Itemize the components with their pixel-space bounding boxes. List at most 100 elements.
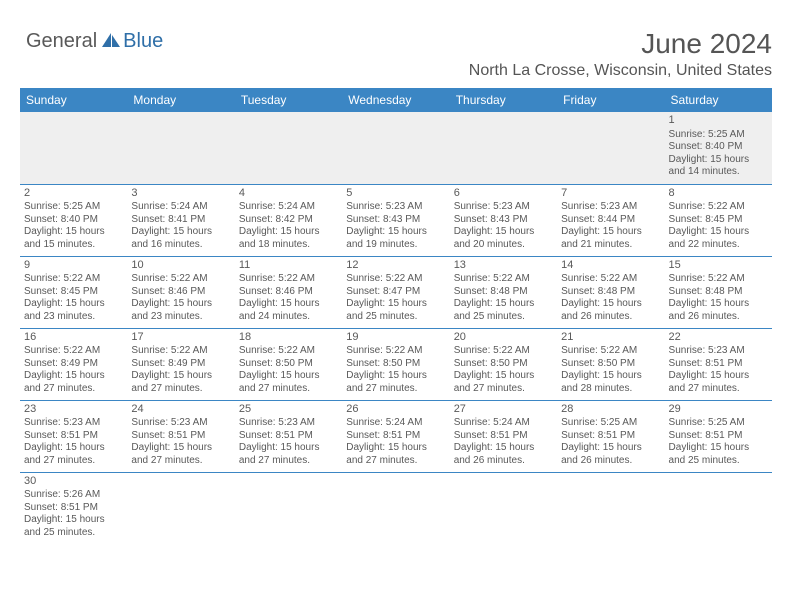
sunset-text: Sunset: 8:44 PM — [561, 214, 660, 227]
sunrise-text: Sunrise: 5:22 AM — [669, 201, 768, 214]
calendar-day-cell: 1Sunrise: 5:25 AMSunset: 8:40 PMDaylight… — [665, 112, 772, 184]
day-number: 2 — [24, 187, 123, 201]
calendar-day-cell — [127, 472, 234, 544]
daylight-text: Daylight: 15 hours and 27 minutes. — [24, 370, 123, 395]
calendar-day-cell: 26Sunrise: 5:24 AMSunset: 8:51 PMDayligh… — [342, 400, 449, 472]
calendar-week-row: 9Sunrise: 5:22 AMSunset: 8:45 PMDaylight… — [20, 256, 772, 328]
sunrise-text: Sunrise: 5:23 AM — [346, 201, 445, 214]
calendar-day-cell — [127, 112, 234, 184]
daylight-text: Daylight: 15 hours and 23 minutes. — [24, 298, 123, 323]
daylight-text: Daylight: 15 hours and 27 minutes. — [131, 370, 230, 395]
calendar-day-cell: 8Sunrise: 5:22 AMSunset: 8:45 PMDaylight… — [665, 184, 772, 256]
calendar-day-cell: 3Sunrise: 5:24 AMSunset: 8:41 PMDaylight… — [127, 184, 234, 256]
calendar-day-cell: 23Sunrise: 5:23 AMSunset: 8:51 PMDayligh… — [20, 400, 127, 472]
logo-sail-icon — [101, 32, 121, 48]
sunrise-text: Sunrise: 5:22 AM — [346, 345, 445, 358]
daylight-text: Daylight: 15 hours and 25 minutes. — [454, 298, 553, 323]
day-number: 7 — [561, 187, 660, 201]
sunset-text: Sunset: 8:51 PM — [669, 358, 768, 371]
calendar-day-cell: 7Sunrise: 5:23 AMSunset: 8:44 PMDaylight… — [557, 184, 664, 256]
sunset-text: Sunset: 8:45 PM — [24, 286, 123, 299]
sunset-text: Sunset: 8:43 PM — [454, 214, 553, 227]
calendar-day-cell: 28Sunrise: 5:25 AMSunset: 8:51 PMDayligh… — [557, 400, 664, 472]
day-number: 9 — [24, 259, 123, 273]
sunset-text: Sunset: 8:49 PM — [24, 358, 123, 371]
calendar-week-row: 2Sunrise: 5:25 AMSunset: 8:40 PMDaylight… — [20, 184, 772, 256]
day-header: Friday — [557, 88, 664, 112]
sunrise-text: Sunrise: 5:24 AM — [131, 201, 230, 214]
calendar-day-cell: 17Sunrise: 5:22 AMSunset: 8:49 PMDayligh… — [127, 328, 234, 400]
daylight-text: Daylight: 15 hours and 27 minutes. — [346, 370, 445, 395]
day-header: Sunday — [20, 88, 127, 112]
daylight-text: Daylight: 15 hours and 27 minutes. — [239, 442, 338, 467]
sunrise-text: Sunrise: 5:23 AM — [561, 201, 660, 214]
daylight-text: Daylight: 15 hours and 27 minutes. — [669, 370, 768, 395]
calendar-day-cell: 5Sunrise: 5:23 AMSunset: 8:43 PMDaylight… — [342, 184, 449, 256]
sunrise-text: Sunrise: 5:22 AM — [239, 273, 338, 286]
daylight-text: Daylight: 15 hours and 27 minutes. — [346, 442, 445, 467]
calendar-week-row: 1Sunrise: 5:25 AMSunset: 8:40 PMDaylight… — [20, 112, 772, 184]
sunset-text: Sunset: 8:51 PM — [454, 430, 553, 443]
daylight-text: Daylight: 15 hours and 26 minutes. — [454, 442, 553, 467]
calendar-day-cell: 12Sunrise: 5:22 AMSunset: 8:47 PMDayligh… — [342, 256, 449, 328]
calendar-day-cell — [235, 112, 342, 184]
sunrise-text: Sunrise: 5:22 AM — [561, 345, 660, 358]
sunset-text: Sunset: 8:47 PM — [346, 286, 445, 299]
calendar-day-cell: 11Sunrise: 5:22 AMSunset: 8:46 PMDayligh… — [235, 256, 342, 328]
day-number: 8 — [669, 187, 768, 201]
daylight-text: Daylight: 15 hours and 27 minutes. — [131, 442, 230, 467]
calendar-day-cell: 21Sunrise: 5:22 AMSunset: 8:50 PMDayligh… — [557, 328, 664, 400]
daylight-text: Daylight: 15 hours and 25 minutes. — [346, 298, 445, 323]
sunrise-text: Sunrise: 5:22 AM — [24, 345, 123, 358]
sunset-text: Sunset: 8:48 PM — [561, 286, 660, 299]
day-number: 6 — [454, 187, 553, 201]
header: General Blue June 2024 North La Crosse, … — [20, 28, 772, 80]
sunset-text: Sunset: 8:48 PM — [454, 286, 553, 299]
sunrise-text: Sunrise: 5:26 AM — [24, 489, 123, 502]
sunrise-text: Sunrise: 5:22 AM — [454, 345, 553, 358]
calendar-day-cell: 10Sunrise: 5:22 AMSunset: 8:46 PMDayligh… — [127, 256, 234, 328]
calendar-day-cell: 25Sunrise: 5:23 AMSunset: 8:51 PMDayligh… — [235, 400, 342, 472]
daylight-text: Daylight: 15 hours and 24 minutes. — [239, 298, 338, 323]
daylight-text: Daylight: 15 hours and 26 minutes. — [561, 442, 660, 467]
calendar-day-cell: 13Sunrise: 5:22 AMSunset: 8:48 PMDayligh… — [450, 256, 557, 328]
calendar-week-row: 16Sunrise: 5:22 AMSunset: 8:49 PMDayligh… — [20, 328, 772, 400]
day-number: 27 — [454, 403, 553, 417]
calendar-day-cell: 29Sunrise: 5:25 AMSunset: 8:51 PMDayligh… — [665, 400, 772, 472]
daylight-text: Daylight: 15 hours and 27 minutes. — [454, 370, 553, 395]
calendar-day-cell: 14Sunrise: 5:22 AMSunset: 8:48 PMDayligh… — [557, 256, 664, 328]
calendar-day-cell: 6Sunrise: 5:23 AMSunset: 8:43 PMDaylight… — [450, 184, 557, 256]
calendar-day-cell — [20, 112, 127, 184]
daylight-text: Daylight: 15 hours and 19 minutes. — [346, 226, 445, 251]
daylight-text: Daylight: 15 hours and 20 minutes. — [454, 226, 553, 251]
day-number: 5 — [346, 187, 445, 201]
calendar-table: SundayMondayTuesdayWednesdayThursdayFrid… — [20, 88, 772, 544]
daylight-text: Daylight: 15 hours and 28 minutes. — [561, 370, 660, 395]
sunset-text: Sunset: 8:51 PM — [346, 430, 445, 443]
day-number: 4 — [239, 187, 338, 201]
logo-text-blue: Blue — [123, 30, 163, 53]
sunrise-text: Sunrise: 5:24 AM — [239, 201, 338, 214]
sunrise-text: Sunrise: 5:22 AM — [131, 345, 230, 358]
daylight-text: Daylight: 15 hours and 16 minutes. — [131, 226, 230, 251]
sunrise-text: Sunrise: 5:22 AM — [24, 273, 123, 286]
sunrise-text: Sunrise: 5:24 AM — [346, 417, 445, 430]
logo-text-general: General — [26, 30, 97, 53]
sunset-text: Sunset: 8:51 PM — [561, 430, 660, 443]
daylight-text: Daylight: 15 hours and 23 minutes. — [131, 298, 230, 323]
sunrise-text: Sunrise: 5:23 AM — [239, 417, 338, 430]
daylight-text: Daylight: 15 hours and 25 minutes. — [669, 442, 768, 467]
calendar-day-cell — [450, 112, 557, 184]
day-number: 18 — [239, 331, 338, 345]
calendar-day-cell: 24Sunrise: 5:23 AMSunset: 8:51 PMDayligh… — [127, 400, 234, 472]
day-number: 30 — [24, 475, 123, 489]
calendar-day-cell: 16Sunrise: 5:22 AMSunset: 8:49 PMDayligh… — [20, 328, 127, 400]
calendar-day-cell: 19Sunrise: 5:22 AMSunset: 8:50 PMDayligh… — [342, 328, 449, 400]
calendar-day-cell — [342, 472, 449, 544]
day-header: Wednesday — [342, 88, 449, 112]
daylight-text: Daylight: 15 hours and 25 minutes. — [24, 514, 123, 539]
calendar-day-cell: 4Sunrise: 5:24 AMSunset: 8:42 PMDaylight… — [235, 184, 342, 256]
calendar-day-cell — [557, 112, 664, 184]
day-number: 21 — [561, 331, 660, 345]
day-number: 3 — [131, 187, 230, 201]
